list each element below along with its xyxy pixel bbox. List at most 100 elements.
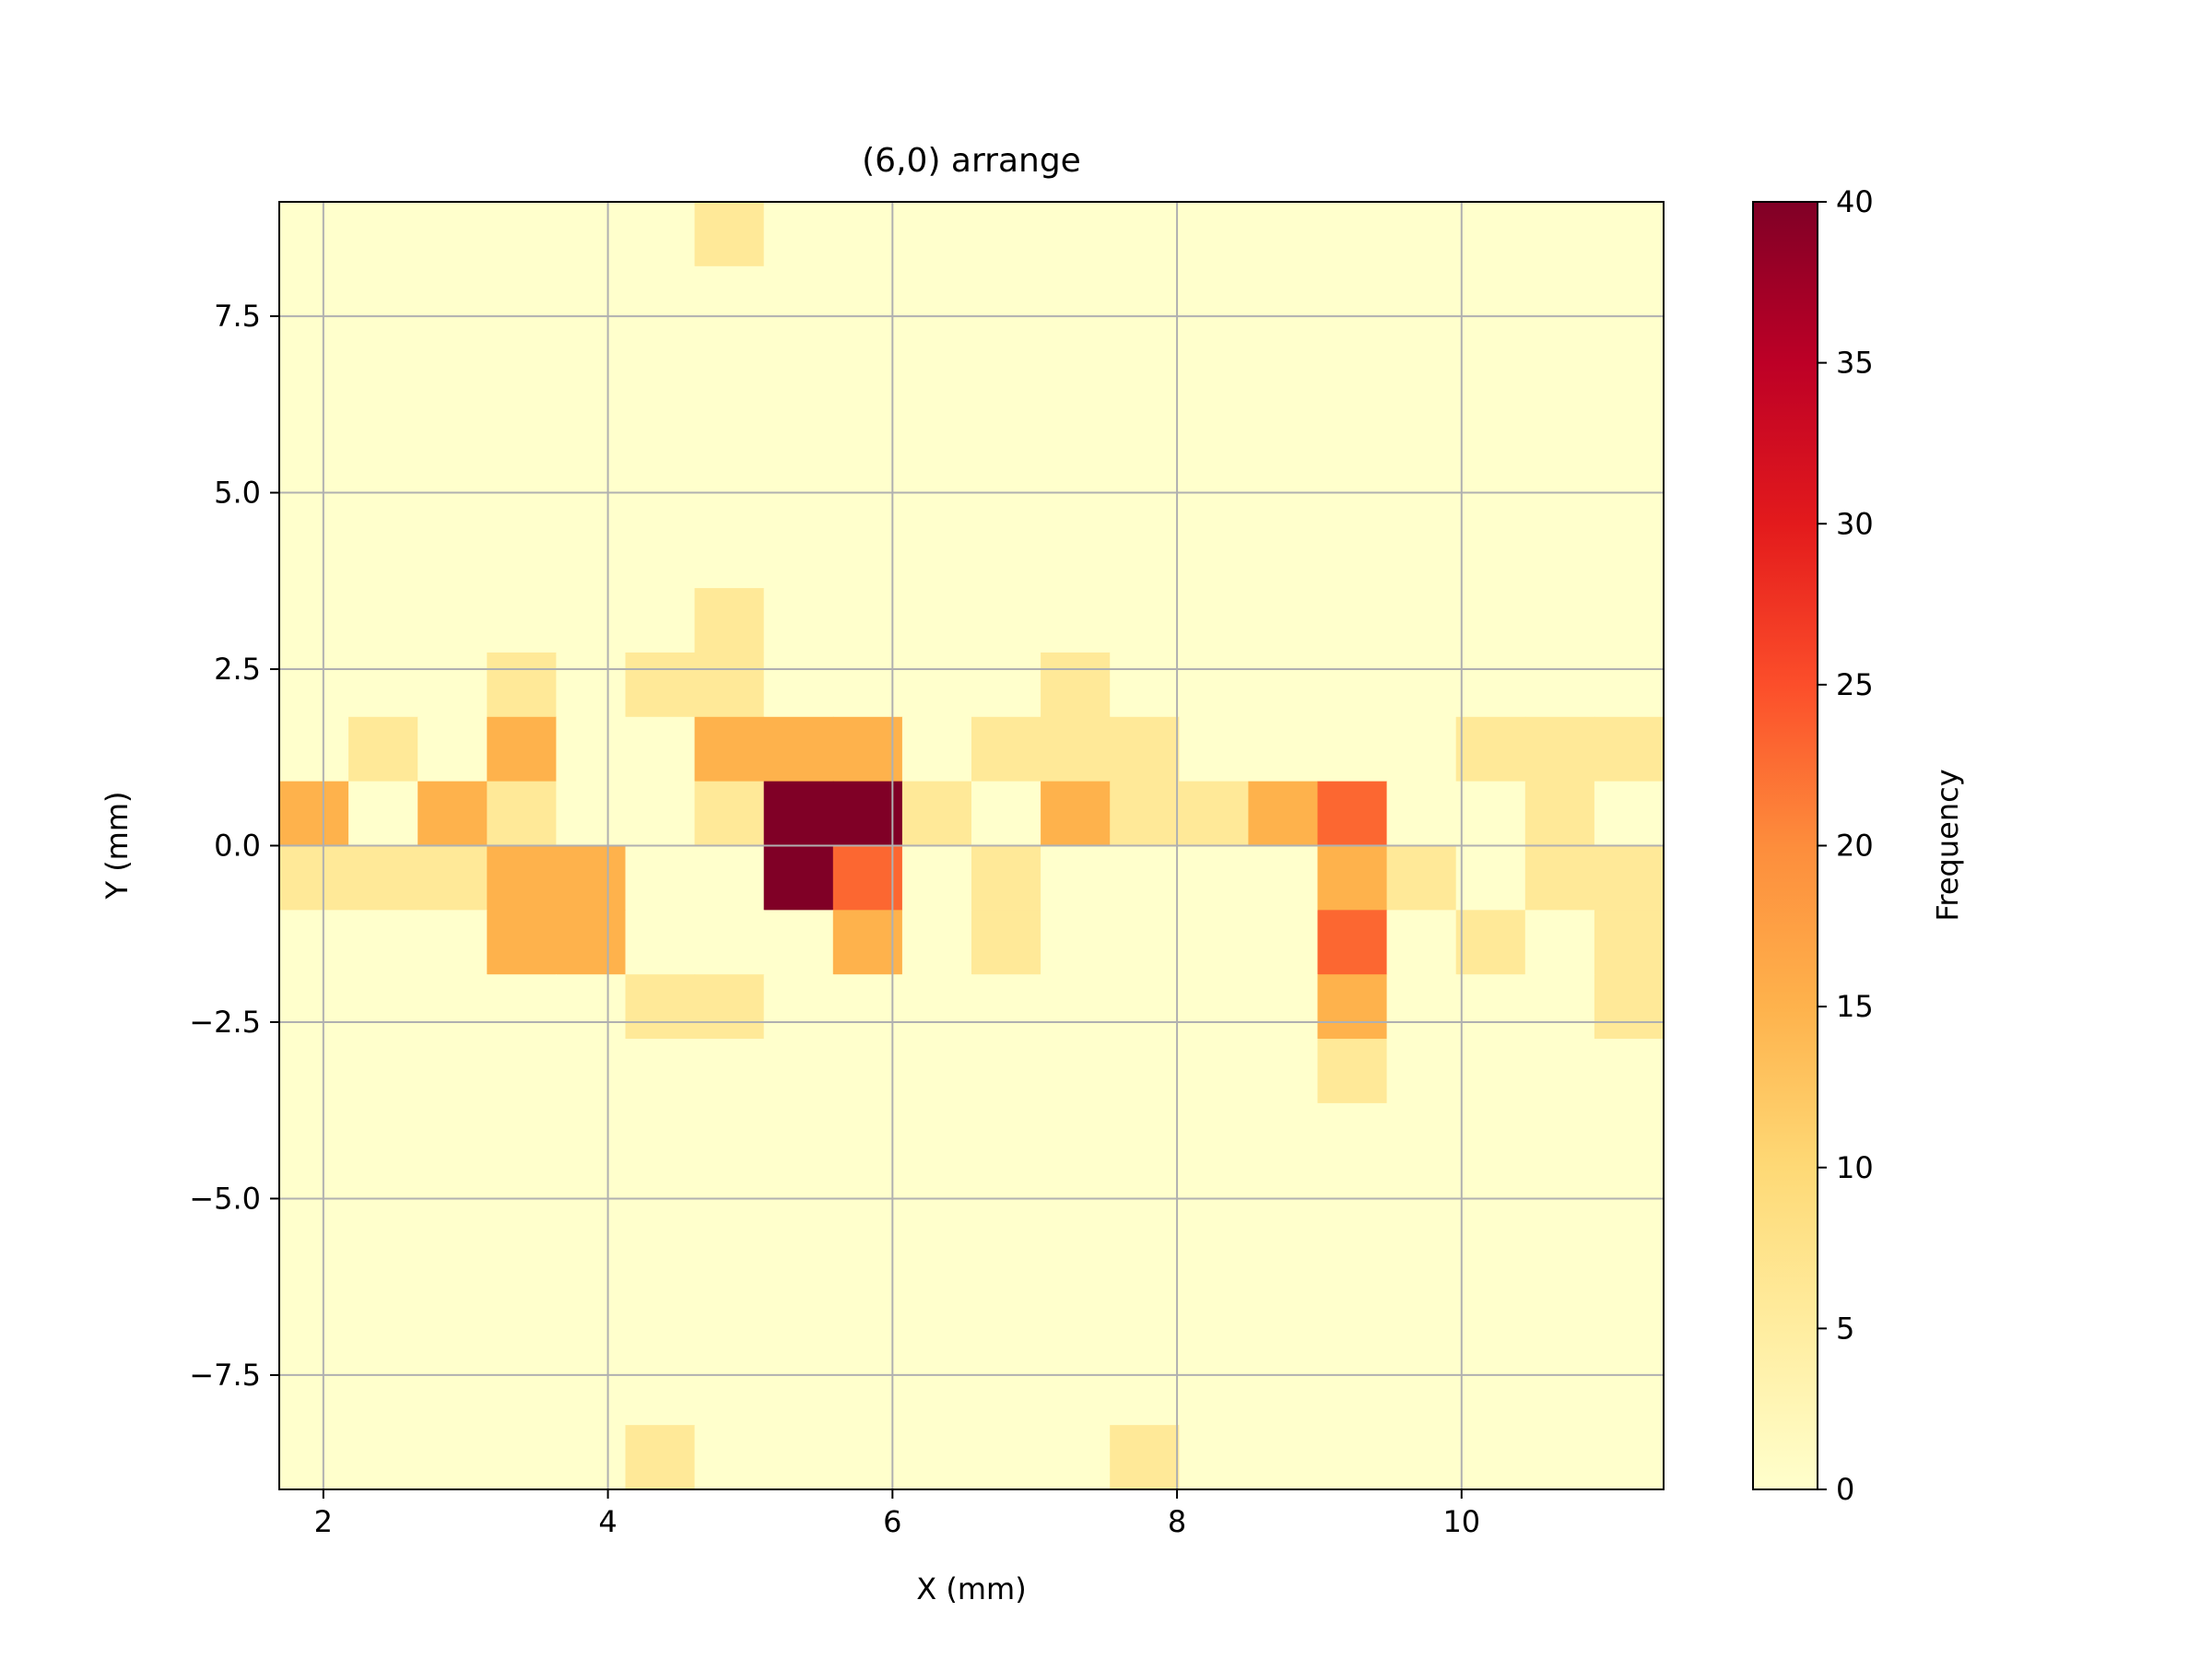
heatmap-cell xyxy=(418,1425,488,1490)
heatmap-cell xyxy=(556,202,627,267)
heatmap-cell xyxy=(763,265,834,332)
heatmap-cell xyxy=(625,1425,696,1490)
heatmap-cell xyxy=(1455,524,1526,589)
heatmap-cell xyxy=(971,265,1041,332)
heatmap-cell xyxy=(1386,265,1457,332)
heatmap-cell xyxy=(832,910,903,975)
heatmap-cell xyxy=(556,716,627,782)
heatmap-cell xyxy=(418,1231,488,1298)
heatmap-cell xyxy=(1110,1231,1180,1298)
x-tick-label: 6 xyxy=(883,1504,901,1539)
heatmap-cell xyxy=(556,1102,627,1169)
heatmap-cell xyxy=(348,1039,418,1104)
heatmap-cell xyxy=(487,1360,557,1426)
heatmap-cell xyxy=(1179,1102,1249,1169)
y-tick-label: 5.0 xyxy=(214,476,261,511)
heatmap-cell xyxy=(1455,845,1526,911)
heatmap-cell xyxy=(418,588,488,653)
heatmap-cell xyxy=(625,716,696,782)
heatmap-cell xyxy=(1455,588,1526,653)
heatmap-cell xyxy=(1041,974,1111,1040)
heatmap-cell xyxy=(1317,1102,1388,1169)
heatmap-cells xyxy=(279,202,1665,1490)
heatmap-cell xyxy=(763,652,834,718)
heatmap-cell xyxy=(1110,716,1180,782)
heatmap-cell xyxy=(556,265,627,332)
heatmap-cell xyxy=(418,1167,488,1233)
heatmap-cell xyxy=(279,1167,349,1233)
heatmap-cell xyxy=(348,1425,418,1490)
heatmap-cell xyxy=(418,781,488,847)
heatmap-cell xyxy=(556,652,627,718)
heatmap-cell xyxy=(487,1102,557,1169)
heatmap-cell xyxy=(279,781,349,847)
heatmap-cell xyxy=(1455,1296,1526,1361)
heatmap-cell xyxy=(348,781,418,847)
heatmap-cell xyxy=(418,652,488,718)
heatmap-cell xyxy=(971,716,1041,782)
heatmap-cell xyxy=(625,845,696,911)
heatmap-cell xyxy=(971,1102,1041,1169)
heatmap-cell xyxy=(1524,330,1595,396)
heatmap-cell xyxy=(1386,845,1457,911)
heatmap-cell xyxy=(971,845,1041,911)
heatmap-cell xyxy=(279,652,349,718)
heatmap-cell xyxy=(763,588,834,653)
heatmap-cell xyxy=(1179,910,1249,975)
heatmap-cell xyxy=(1248,1167,1319,1233)
heatmap-cell xyxy=(348,588,418,653)
heatmap-cell xyxy=(1455,1102,1526,1169)
heatmap-cell xyxy=(1248,202,1319,267)
heatmap-cell xyxy=(971,1360,1041,1426)
heatmap-cell xyxy=(418,1102,488,1169)
heatmap-cell xyxy=(1179,1231,1249,1298)
heatmap-cell xyxy=(1317,845,1388,911)
heatmap-cell xyxy=(1179,974,1249,1040)
heatmap-cell xyxy=(1594,781,1665,847)
heatmap-cell xyxy=(418,974,488,1040)
heatmap-cell xyxy=(832,716,903,782)
colorbar-tick-label: 0 xyxy=(1836,1472,1854,1507)
heatmap-cell xyxy=(901,1231,972,1298)
heatmap-cell xyxy=(348,1360,418,1426)
heatmap-cell xyxy=(694,524,765,589)
y-tick-label: −2.5 xyxy=(189,1005,261,1040)
heatmap-cell xyxy=(348,524,418,589)
heatmap-cell xyxy=(556,910,627,975)
heatmap-cell xyxy=(1594,1102,1665,1169)
heatmap-cell xyxy=(901,1425,972,1490)
heatmap-cell xyxy=(1524,910,1595,975)
heatmap-cell xyxy=(763,330,834,396)
colorbar-tick-label: 30 xyxy=(1836,506,1874,541)
heatmap-cell xyxy=(1524,1296,1595,1361)
heatmap-cell xyxy=(694,652,765,718)
heatmap-cell xyxy=(1041,1360,1111,1426)
heatmap-cell xyxy=(1041,1102,1111,1169)
heatmap-cell xyxy=(487,330,557,396)
heatmap-cell xyxy=(1594,265,1665,332)
y-axis-label: Y (mm) xyxy=(100,791,135,900)
heatmap-cell xyxy=(1110,524,1180,589)
heatmap-cell xyxy=(1594,1296,1665,1361)
heatmap-cell xyxy=(1317,974,1388,1040)
heatmap-cell xyxy=(1110,1102,1180,1169)
heatmap-cell xyxy=(1594,524,1665,589)
heatmap-cell xyxy=(763,1167,834,1233)
heatmap-cell xyxy=(279,265,349,332)
heatmap-cell xyxy=(1248,716,1319,782)
heatmap-cell xyxy=(1455,1039,1526,1104)
heatmap-cell xyxy=(1110,845,1180,911)
heatmap-cell xyxy=(1594,716,1665,782)
heatmap-cell xyxy=(418,524,488,589)
heatmap-cell xyxy=(1248,1296,1319,1361)
heatmap-cell xyxy=(1455,652,1526,718)
heatmap-cell xyxy=(487,394,557,460)
colorbar-ticks: 0 5 10 15 20 25 30 35 40 xyxy=(1818,184,1874,1507)
heatmap-cell xyxy=(625,1231,696,1298)
heatmap-cell xyxy=(487,1039,557,1104)
grid-lines xyxy=(279,202,1664,1489)
heatmap-cell xyxy=(1386,716,1457,782)
heatmap-cell xyxy=(1455,781,1526,847)
heatmap-cell xyxy=(694,1039,765,1104)
heatmap-cell xyxy=(1386,394,1457,460)
